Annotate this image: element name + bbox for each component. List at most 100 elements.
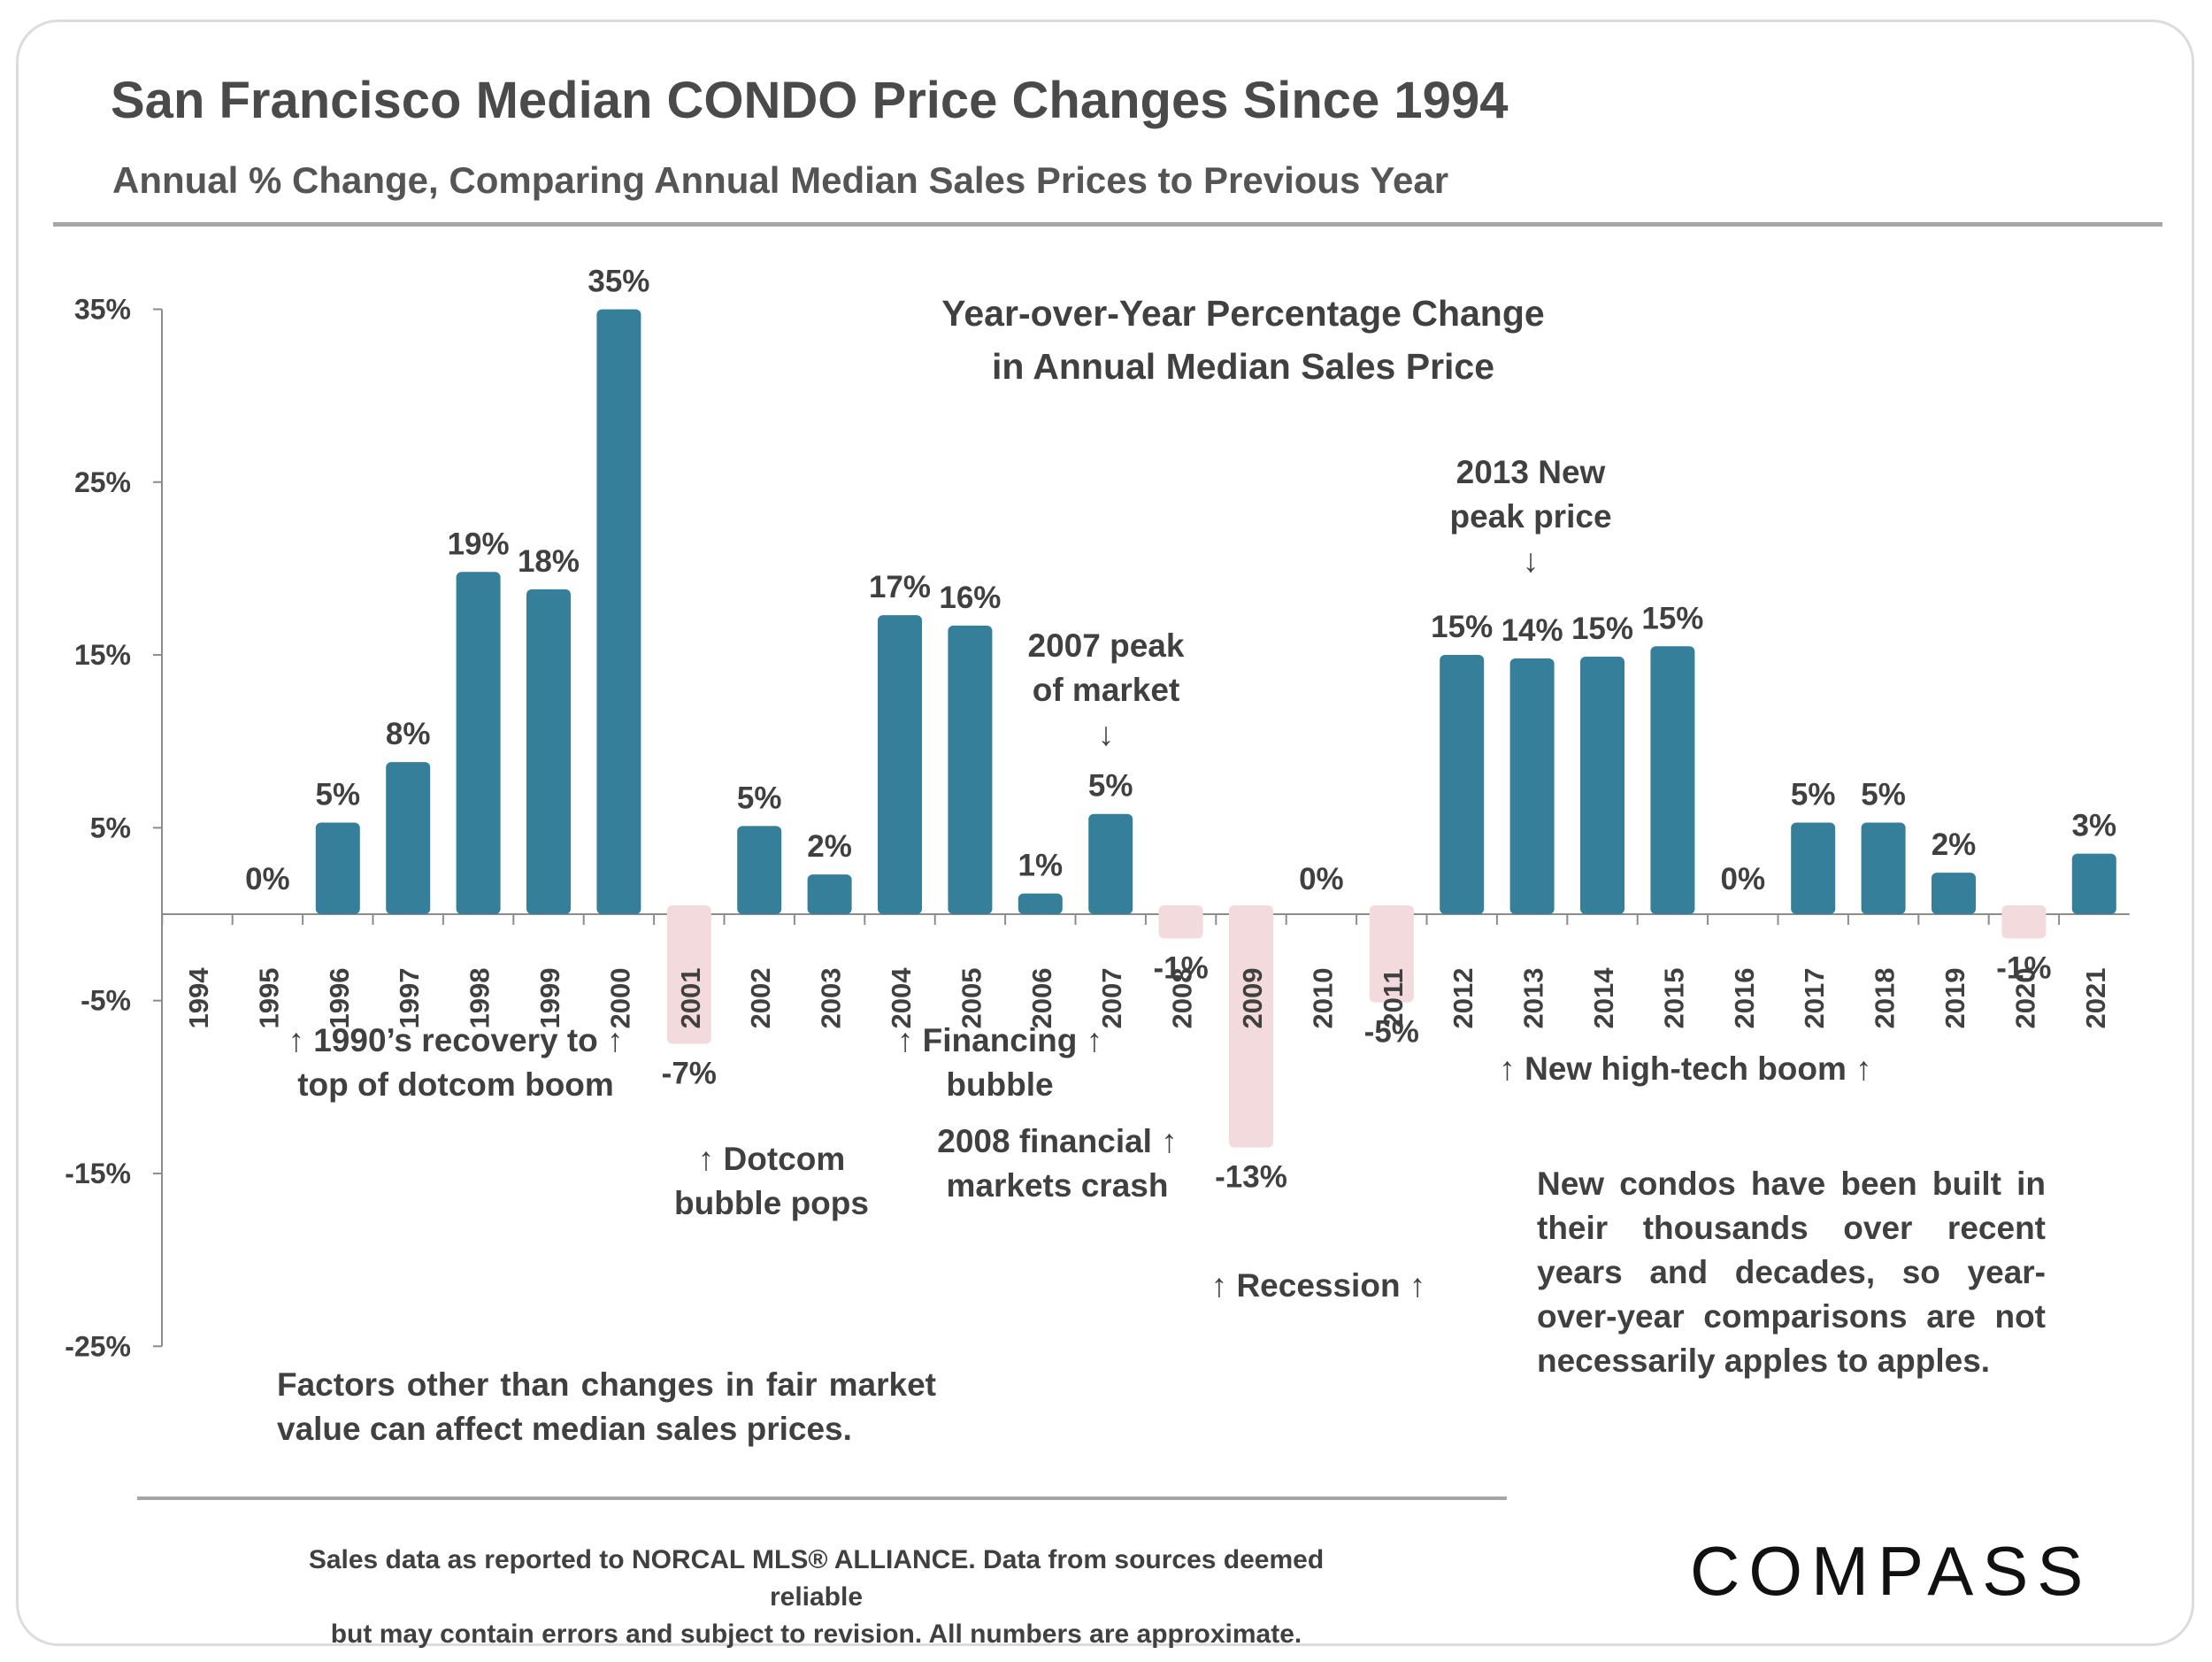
data-label: 16%	[939, 581, 1001, 615]
bar-2005	[948, 625, 993, 914]
bar-2018	[1861, 822, 1906, 914]
bar-2017	[1791, 822, 1836, 914]
x-tick-label: 1995	[253, 968, 284, 1029]
x-tick-label: 1996	[324, 968, 355, 1029]
data-label: 15%	[1431, 610, 1493, 644]
page-subtitle: Annual % Change, Comparing Annual Median…	[112, 159, 1449, 201]
bar-2000	[596, 309, 641, 914]
x-tick-label: 1999	[534, 968, 565, 1029]
x-tick-label: 2009	[1237, 968, 1268, 1029]
annotation: ↑ Recession ↑	[1211, 1267, 1426, 1304]
x-tick-label: 2000	[604, 968, 635, 1029]
bar-2001	[666, 905, 711, 1044]
x-tick-label: 2010	[1307, 968, 1338, 1029]
data-label: 0%	[1299, 862, 1344, 896]
x-tick-label: 2014	[1588, 967, 1619, 1029]
data-label: -5%	[1364, 1015, 1419, 1050]
chart-title-line-2: in Annual Median Sales Price	[992, 346, 1494, 387]
x-tick-label: 2006	[1026, 968, 1057, 1029]
annotation: ↑ New high-tech boom ↑	[1499, 1050, 1871, 1087]
data-label: 35%	[588, 264, 649, 298]
bar-2020	[2001, 905, 2047, 939]
y-tick-label: -15%	[65, 1158, 131, 1189]
data-label: 8%	[386, 717, 431, 751]
annotation: bubble pops	[674, 1185, 869, 1221]
bar-1999	[526, 589, 571, 914]
annotation: ↑ Financing ↑	[897, 1022, 1102, 1058]
data-label: 0%	[1721, 862, 1766, 896]
annotation: bubble	[946, 1066, 1053, 1103]
data-label: 14%	[1502, 613, 1563, 648]
x-tick-label: 2007	[1096, 968, 1127, 1029]
data-label: -1%	[1153, 950, 1208, 985]
footer-divider	[137, 1497, 1507, 1500]
annotation: ↓	[1098, 716, 1115, 752]
x-tick-label: 2019	[1939, 968, 1970, 1029]
x-tick-label: 2016	[1729, 968, 1760, 1029]
data-label: 5%	[737, 781, 782, 815]
y-tick-label: -5%	[81, 985, 131, 1017]
data-label: 5%	[1861, 777, 1906, 812]
x-tick-label: 2015	[1658, 968, 1689, 1029]
data-label: 15%	[1641, 601, 1703, 635]
data-label: 18%	[518, 544, 580, 579]
data-label: 2%	[807, 829, 852, 864]
note-new-condos: New condos have been built in their thou…	[1537, 1166, 2046, 1379]
bar-1996	[315, 822, 360, 914]
data-label: 5%	[1791, 777, 1836, 812]
x-tick-label: 2011	[1378, 968, 1409, 1027]
annotation: markets crash	[947, 1167, 1169, 1204]
x-tick-label: 2005	[956, 968, 987, 1029]
x-tick-label: 2008	[1167, 968, 1198, 1029]
data-label: -13%	[1215, 1160, 1287, 1195]
x-tick-label: 2021	[2080, 968, 2111, 1029]
data-label: 17%	[869, 570, 931, 604]
compass-logo: COMPASS	[1690, 1532, 2093, 1610]
x-tick-label: 2012	[1448, 968, 1479, 1029]
data-label: 15%	[1571, 612, 1633, 646]
annotation: 2008 financial ↑	[937, 1123, 1177, 1159]
data-label: 1%	[1018, 849, 1064, 883]
data-label: -7%	[662, 1056, 717, 1090]
chart-title: Year-over-Year Percentage Change	[941, 293, 1544, 334]
bar-2004	[878, 615, 922, 914]
annotation: 2007 peak	[1028, 627, 1185, 664]
data-label: 19%	[448, 527, 510, 561]
x-tick-label: 2017	[1799, 968, 1830, 1029]
page-title: San Francisco Median CONDO Price Changes…	[111, 72, 1509, 129]
x-tick-label: 2004	[886, 967, 917, 1029]
y-tick-label: 35%	[74, 293, 131, 325]
bar-2019	[1932, 873, 1976, 914]
footer-disclaimer: Sales data as reported to NORCAL MLS® AL…	[265, 1542, 1367, 1653]
annotation: top of dotcom boom	[297, 1066, 614, 1103]
y-tick-label: 25%	[74, 466, 131, 498]
bar-2014	[1580, 657, 1624, 914]
x-tick-label: 1994	[183, 967, 214, 1029]
x-tick-label: 1997	[394, 968, 425, 1029]
annotation: ↓	[1523, 542, 1540, 579]
data-label: 2%	[1932, 827, 1977, 862]
bar-1997	[386, 762, 431, 914]
x-tick-label: 2020	[2009, 968, 2040, 1029]
bar-2009	[1229, 905, 1273, 1148]
x-tick-label: 2013	[1518, 968, 1549, 1029]
data-label: -1%	[1996, 950, 2051, 985]
x-tick-label: 2001	[675, 968, 706, 1029]
bar-2003	[807, 874, 852, 914]
x-tick-label: 2003	[816, 968, 847, 1029]
annotation: of market	[1033, 672, 1180, 708]
bar-2011	[1369, 905, 1414, 1003]
data-label: 3%	[2072, 809, 2117, 843]
y-tick-label: 5%	[90, 812, 131, 843]
data-label: 5%	[1088, 769, 1133, 804]
note-other-factors: Factors other than changes in fair marke…	[277, 1366, 936, 1447]
annotation: ↑ Dotcom	[698, 1141, 846, 1177]
bar-2013	[1509, 658, 1555, 914]
data-label: 0%	[245, 862, 290, 896]
bar-2008	[1158, 905, 1203, 939]
x-tick-label: 2002	[745, 968, 776, 1029]
x-tick-label: 1998	[465, 968, 495, 1029]
bar-2012	[1440, 655, 1485, 914]
y-tick-label: -25%	[65, 1330, 131, 1362]
